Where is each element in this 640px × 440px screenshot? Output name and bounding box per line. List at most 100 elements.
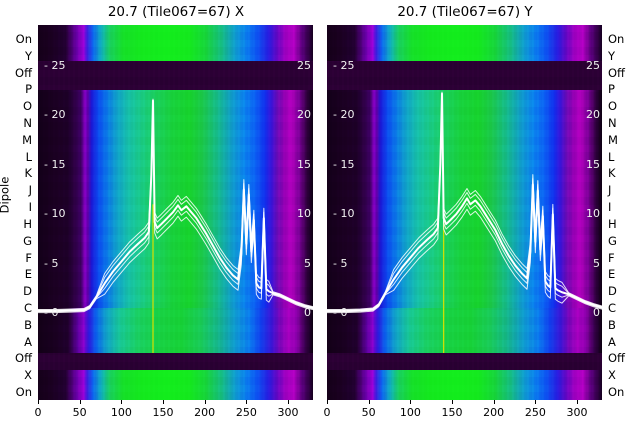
spectrum-trace-sweep (327, 92, 602, 311)
dipole-label: C (608, 300, 617, 315)
x-tick-mark (288, 400, 289, 404)
heatmap-row-texture (38, 25, 313, 400)
x-tick-mark (535, 400, 537, 404)
x-tick-mark (121, 400, 123, 404)
dipole-label: G (23, 233, 32, 248)
inner-y-tick-label: - 25 (333, 59, 355, 72)
x-axis-left: 0 50 100 150 200 250 300 (34, 400, 313, 440)
x-tick-mark (493, 400, 495, 404)
heatmap-panel-left[interactable]: - 25 - 20 - 15 - 10 - 5 - 0 25 20 15 10 5 0 (38, 25, 313, 400)
spectrum-trace (38, 99, 313, 313)
inner-y-tick-label: 0 (304, 306, 311, 319)
dipole-label: Y (24, 48, 32, 63)
dipole-label: M (22, 132, 32, 147)
heatmap-band-bottom (38, 370, 313, 400)
inner-y-tick-label: 10 (297, 207, 311, 221)
dipole-label: B (24, 317, 32, 332)
heatmap-band-lower (38, 308, 313, 353)
spectrum-trace-sweep (38, 98, 313, 311)
inner-y-tick-label: 20 (297, 108, 311, 122)
spectrum-trace-sweep (38, 99, 313, 311)
inner-y-tick-label: 5 (593, 256, 600, 270)
inner-y-tick-label: - 15 (44, 157, 66, 171)
x-tick-mark (368, 400, 370, 404)
inner-y-tick-label: 20 (586, 108, 600, 122)
inner-y-tick-label: - 20 (44, 108, 66, 122)
dipole-label: Off (608, 351, 625, 366)
dipole-label: Off (15, 65, 32, 80)
heatmap-band-top (38, 25, 313, 61)
dipole-label: C (23, 300, 32, 315)
x-tick-label: 150 (152, 406, 174, 419)
heatmap-band-gap (38, 61, 313, 90)
x-tick-mark (452, 400, 453, 404)
inner-y-tick-label: - 25 (44, 59, 66, 72)
dipole-label: X (608, 368, 616, 383)
x-tick-label: 250 (524, 406, 546, 419)
dipole-label: Off (15, 351, 32, 366)
x-tick-label: 300 (566, 406, 588, 419)
x-tick-mark (79, 400, 81, 404)
dipole-label: D (23, 284, 32, 299)
inner-y-tick-label: - 5 (333, 256, 348, 270)
dipole-label: I (608, 200, 612, 215)
panel-title-right: 20.7 (Tile067=67) Y (397, 4, 533, 20)
inner-y-tick-label: - 10 (44, 207, 66, 221)
dipole-label: E (24, 267, 32, 282)
dipole-axis-left: On Y Off P O N M L K J I H G F E D C B A Off X On (2, 25, 36, 400)
inner-y-tick-label: - 0 (333, 306, 348, 319)
dipole-label: J (28, 183, 32, 198)
x-tick-mark (204, 400, 206, 404)
dipole-label: On (608, 385, 625, 399)
heatmap-band-gap2 (327, 353, 602, 370)
dipole-label: H (23, 216, 32, 231)
dipole-label: O (608, 99, 618, 114)
x-tick-label: 150 (441, 406, 463, 419)
dipole-label: A (24, 334, 32, 349)
x-tick-label: 100 (110, 406, 132, 419)
heatmap-column-texture (38, 25, 313, 400)
overlay-vector-left (38, 98, 313, 353)
dipole-label: Off (608, 65, 625, 80)
dipole-label: Y (608, 48, 616, 63)
heatmap-band-bottom (327, 370, 602, 400)
inner-y-tick-label: 15 (297, 157, 311, 171)
heatmap-band-lower (327, 308, 602, 353)
dipole-label: L (608, 149, 615, 164)
inner-y-tick-label: 0 (593, 306, 600, 319)
dipole-label: P (608, 82, 615, 97)
x-tick-label: 200 (194, 406, 216, 419)
x-axis-right: 0 50 100 150 200 250 300 (323, 400, 602, 440)
heatmap-panel-right[interactable]: - 25 - 20 - 15 - 10 - 5 - 0 25 20 15 10 5 0 (327, 25, 602, 400)
dipole-label: E (608, 267, 616, 282)
heatmap-band-gap2 (38, 353, 313, 370)
inner-y-tick-label: 10 (586, 207, 600, 221)
inner-y-tick-label: 25 (586, 59, 600, 72)
dipole-label: P (25, 82, 32, 97)
x-tick-label: 300 (277, 406, 299, 419)
inner-y-tick-label: - 20 (333, 108, 355, 122)
x-tick-label: 0 (323, 406, 331, 419)
x-tick-label: 0 (34, 406, 42, 419)
dipole-label: N (23, 116, 32, 131)
dipole-label: F (25, 250, 32, 265)
x-tick-mark (246, 400, 248, 404)
dipole-label: X (24, 368, 32, 383)
dipole-label: B (608, 317, 616, 332)
dipole-label: D (608, 284, 617, 299)
dipole-label: L (25, 149, 32, 164)
spectrum-trace-sweep (38, 100, 313, 313)
x-tick-mark (327, 400, 328, 404)
inner-y-tick-label: 15 (586, 157, 600, 171)
inner-y-tick-label: 25 (297, 59, 311, 72)
dipole-label: G (608, 233, 617, 248)
spectrum-trace (327, 92, 602, 313)
x-tick-mark (410, 400, 412, 404)
dipole-label: N (608, 116, 617, 131)
x-tick-label: 50 (72, 406, 87, 419)
inner-y-tick-label: - 10 (333, 207, 355, 221)
x-tick-label: 200 (483, 406, 505, 419)
heatmap-band-top (327, 25, 602, 61)
dipole-label: F (608, 250, 615, 265)
